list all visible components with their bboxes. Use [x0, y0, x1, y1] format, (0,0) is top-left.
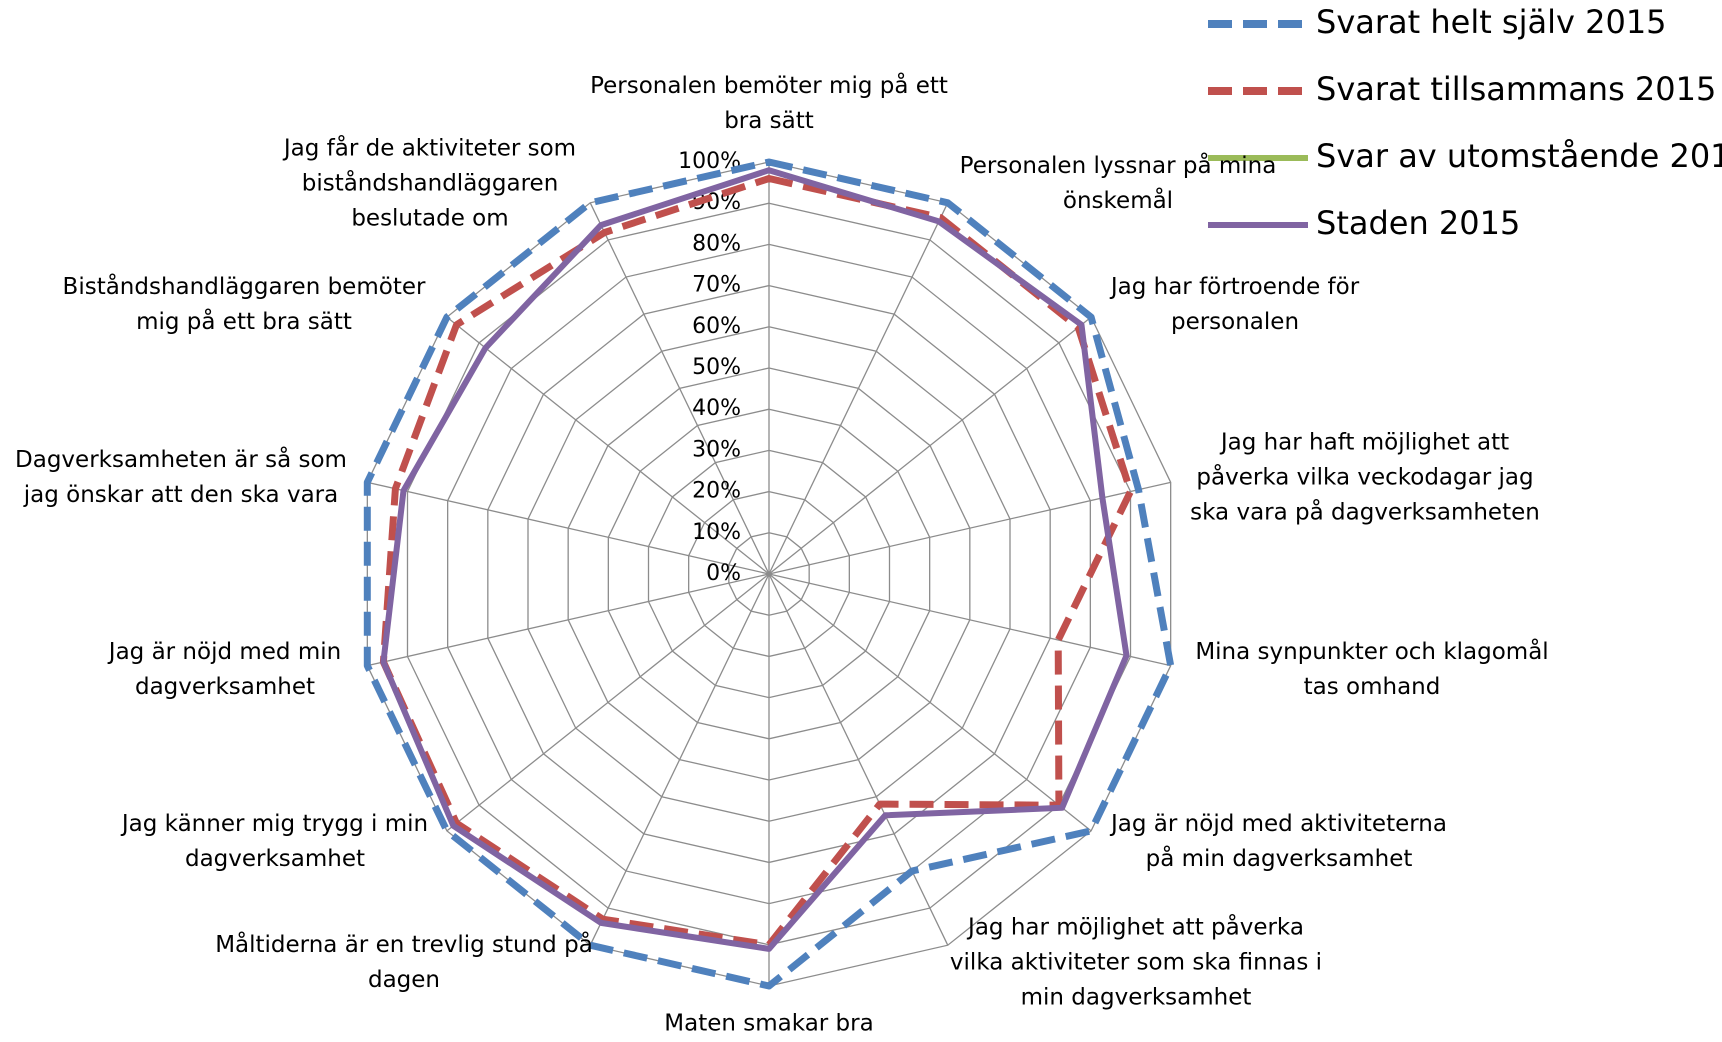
category-label: Dagverksamheten är så som jag önskar att…: [15, 447, 347, 508]
series-line: [380, 167, 1130, 952]
axis-spoke: [446, 316, 770, 575]
axis-spoke: [768, 316, 1092, 575]
y-tick-label: 60%: [692, 314, 741, 339]
category-label: Maten smakar bra: [664, 1010, 874, 1037]
category-label: Jag känner mig trygg i min dagverksamhet: [121, 811, 429, 872]
legend-label: Svarat tillsammans 2015: [1316, 70, 1716, 108]
axis-spoke: [589, 573, 770, 946]
category-label: Jag får de aktiviteter som biståndshandl…: [283, 135, 577, 232]
y-tick-label: 100%: [678, 149, 741, 174]
y-tick-label: 10%: [692, 520, 741, 545]
axis-spoke: [446, 573, 770, 832]
axis-spoke: [367, 573, 770, 667]
category-label: Jag är nöjd med min dagverksamhet: [108, 639, 342, 700]
legend-label: Svarat helt själv 2015: [1316, 3, 1667, 41]
legend-label: Staden 2015: [1316, 204, 1520, 242]
axis-spoke: [768, 202, 949, 575]
axis-spoke: [768, 573, 949, 946]
axis-spoke: [768, 573, 1171, 667]
y-tick-label: 50%: [692, 355, 741, 380]
y-tick-label: 0%: [706, 561, 741, 586]
category-label: Jag har haft möjlighet att påverka vilka…: [1190, 429, 1540, 526]
axis-spoke: [589, 202, 770, 575]
category-label: Mina synpunkter och klagomål tas omhand: [1195, 639, 1549, 700]
y-tick-label: 40%: [692, 396, 741, 421]
category-label: Måltiderna är en trevlig stund på dagen: [215, 932, 593, 993]
y-tick-label: 70%: [692, 273, 741, 298]
axis-spoke: [768, 573, 1092, 832]
category-label: Biståndshandläggaren bemöter mig på ett …: [62, 274, 426, 335]
y-tick-label: 30%: [692, 437, 741, 462]
series-line: [363, 158, 1175, 990]
axis-spoke: [367, 481, 770, 575]
category-label: Jag har förtroende för personalen: [1110, 274, 1360, 335]
y-tick-label: 80%: [692, 231, 741, 256]
legend-label: Svar av utomstående 2015: [1316, 137, 1722, 175]
category-label: Personalen lyssnar på mina önskemål: [959, 153, 1277, 214]
y-tick-label: 20%: [692, 479, 741, 504]
category-label: Jag är nöjd med aktiviteterna på min dag…: [1111, 811, 1447, 872]
series-line: [379, 175, 1134, 949]
category-label: Personalen bemöter mig på ett bra sätt: [590, 73, 948, 134]
category-label: Jag har möjlighet att påverka vilka akti…: [949, 914, 1323, 1011]
